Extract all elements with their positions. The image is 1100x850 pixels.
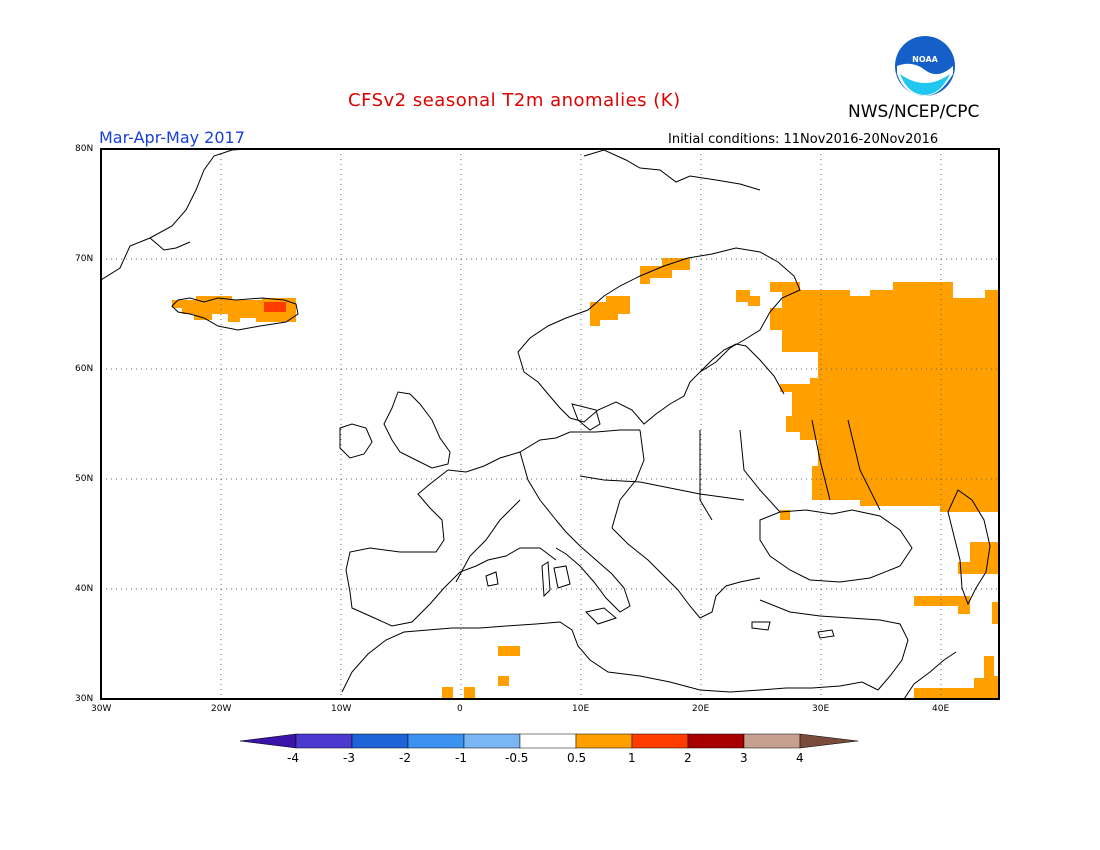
lon-label-30e: 30E (812, 704, 830, 714)
colorbar-label: -4 (287, 751, 299, 765)
colorbar-label: -1 (455, 751, 467, 765)
lon-label-0: 0 (457, 704, 463, 714)
anomaly-cell-ukraine (780, 510, 790, 520)
colorbar-label: 1 (628, 751, 636, 765)
colorbar-label: 4 (796, 751, 804, 765)
anomaly-cell-iceland-strong (264, 302, 286, 312)
initial-conditions-label: Initial conditions: 11Nov2016-20Nov2016 (668, 132, 939, 147)
colorbar-label: 3 (740, 751, 748, 765)
lat-label-80n: 80N (75, 144, 94, 154)
colorbar-label: -3 (343, 751, 355, 765)
lon-label-20e: 20E (692, 704, 710, 714)
chart-title: CFSv2 seasonal T2m anomalies (K) (348, 90, 681, 111)
lon-label-10w: 10W (331, 704, 352, 714)
colorbar-arrow-left (239, 733, 297, 749)
anomaly-region-russia (770, 282, 999, 512)
anomaly-region-north-norway (640, 258, 690, 284)
lat-label-60n: 60N (75, 364, 94, 374)
coastlines (101, 149, 991, 699)
season-label: Mar-Apr-May 2017 (99, 128, 245, 147)
lat-label-40n: 40N (75, 584, 94, 594)
graticule (101, 149, 999, 699)
anomaly-cell-kola-west (736, 290, 750, 302)
anomaly-region-turkey (914, 596, 970, 614)
anomaly-cell-sahara (464, 687, 475, 699)
anomaly-region-middle-east (914, 656, 999, 699)
colorbar (239, 733, 859, 749)
lon-label-40e: 40E (932, 704, 950, 714)
lon-label-30w: 30W (91, 704, 112, 714)
anomaly-cell-algeria-south (498, 676, 509, 686)
lat-label-50n: 50N (75, 474, 94, 484)
map-frame (100, 148, 1000, 700)
lat-label-70n: 70N (75, 254, 94, 264)
colorbar-label: 0.5 (567, 751, 587, 765)
noaa-logo: NOAA (895, 36, 955, 96)
colorbar-label: 2 (684, 751, 692, 765)
lon-label-20w: 20W (211, 704, 232, 714)
colorbar-label: -2 (399, 751, 411, 765)
anomaly-region-norway (590, 296, 630, 326)
colorbar-label: -0.5 (505, 751, 529, 765)
anomaly-cell-kola (748, 296, 760, 306)
lon-label-10e: 10E (572, 704, 590, 714)
noaa-logo-text: NOAA (912, 55, 938, 64)
colorbar-arrow-right (799, 733, 859, 749)
anomaly-cell-turkey-east (992, 602, 999, 624)
anomaly-cell-sahara-west (442, 687, 453, 699)
anomaly-region-caucasus (958, 542, 999, 574)
agency-label: NWS/NCEP/CPC (848, 102, 980, 122)
anomaly-layer (172, 258, 999, 699)
anomaly-cell-algeria (498, 646, 520, 656)
lat-label-30n: 30N (75, 694, 94, 704)
